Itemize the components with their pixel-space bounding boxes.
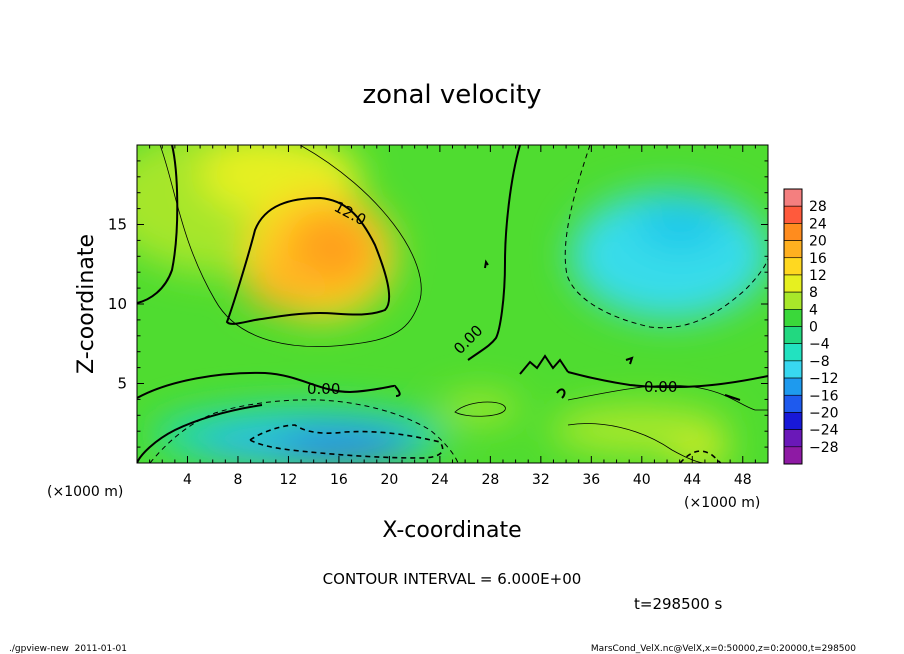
x-tick-label: 24 — [431, 472, 449, 488]
x-axis-ticks: 4 8 12 16 20 24 28 32 36 40 44 48 — [136, 145, 769, 488]
colorbar-box — [783, 412, 803, 430]
colorbar-label: −8 — [809, 354, 830, 370]
colorbar-label: 24 — [809, 216, 827, 232]
colorbar-label: 12 — [809, 268, 827, 284]
x-tick-label: 32 — [532, 472, 550, 488]
colorbar-label: 8 — [809, 285, 818, 301]
y-axis-ticks: 5 10 15 — [108, 144, 768, 464]
time-stamp: t=298500 s — [634, 595, 722, 613]
colorbar-label: 16 — [809, 251, 827, 267]
plot-area: 12.0 0.00 0.00 0.00 — [137, 145, 768, 463]
colorbar-box — [783, 188, 803, 207]
x-tick-label: 12 — [280, 472, 298, 488]
colorbar-label: 20 — [809, 234, 827, 250]
colorbar-box — [783, 309, 803, 327]
x-tick-label: 48 — [734, 472, 752, 488]
colorbar-label: −24 — [809, 423, 839, 439]
x-tick-label: 36 — [582, 472, 600, 488]
colorbar-box — [783, 223, 803, 241]
contour-interval: CONTOUR INTERVAL = 6.000E+00 — [323, 570, 582, 588]
colorbar-box — [783, 205, 803, 224]
colorbar-box — [783, 429, 803, 448]
contour-label-zero-left: 0.00 — [307, 380, 340, 398]
contour-lines-dashed — [149, 145, 768, 463]
colorbar-box — [783, 394, 803, 413]
x-tick-label: 28 — [481, 472, 499, 488]
y-tick-label: 15 — [108, 216, 127, 234]
footer-right: MarsCond_VelX.nc@VelX,x=0:50000,z=0:2000… — [591, 644, 856, 654]
chart-title: zonal velocity — [362, 80, 541, 110]
x-tick-label: 8 — [233, 472, 242, 488]
colorbar-box — [783, 377, 803, 396]
colorbar-box — [783, 257, 803, 276]
colorbar-frame — [783, 188, 803, 465]
colorbar-label: −28 — [809, 440, 839, 456]
colorbar-label: 4 — [809, 302, 818, 318]
colorbar-label: 28 — [809, 199, 827, 215]
x-axis-scale-note-left: (×1000 m) — [47, 484, 123, 500]
x-tick-label: 44 — [683, 472, 701, 488]
y-tick-label: 5 — [117, 375, 127, 393]
y-axis-label: Z-coordinate — [74, 234, 99, 374]
colorbar-label: 0 — [809, 320, 818, 336]
colorbar-box — [783, 446, 803, 465]
colorbar-box — [783, 326, 803, 344]
colorbar-label: −12 — [809, 371, 839, 387]
contour-lines-thick — [137, 145, 768, 463]
colorbar-box — [783, 343, 803, 362]
footer-left: ./gpview-new 2011-01-01 — [9, 644, 127, 654]
colorbar-box — [783, 240, 803, 259]
colorbar-label: −4 — [809, 337, 830, 353]
x-axis-label: X-coordinate — [382, 518, 521, 543]
x-axis-scale-note-right: (×1000 m) — [684, 495, 760, 511]
colorbar-label: −16 — [809, 388, 839, 404]
colorbar-box — [783, 291, 803, 310]
x-tick-label: 40 — [633, 472, 651, 488]
colorbar-label: −20 — [809, 405, 839, 421]
colorbar-boxes — [783, 188, 803, 465]
colorbar-box — [783, 274, 803, 293]
x-tick-label: 4 — [183, 472, 192, 488]
y-tick-label: 10 — [108, 295, 127, 313]
x-tick-label: 20 — [380, 472, 398, 488]
x-tick-label: 16 — [330, 472, 348, 488]
colorbar-box — [783, 360, 803, 379]
contour-label-zero-right: 0.00 — [644, 378, 677, 396]
